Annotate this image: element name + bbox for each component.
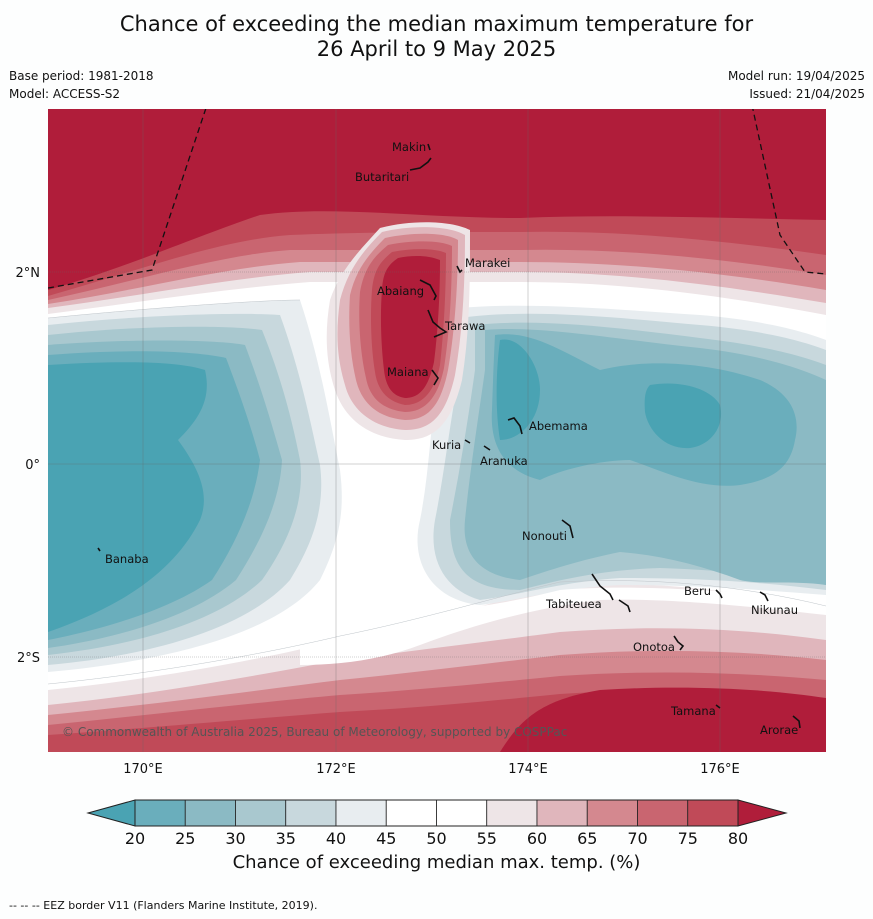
lat-label-2n: 2°N [16, 266, 41, 281]
colorbar-cell [285, 799, 337, 827]
colorbar-cell [335, 799, 387, 827]
colorbar-tick-label: 40 [326, 829, 346, 848]
lon-label-172: 172°E [316, 762, 356, 777]
colorbar-cell [184, 799, 236, 827]
colorbar-tick-label: 30 [225, 829, 245, 848]
place-abaiang: Abaiang [377, 284, 424, 298]
colorbar-tick-label: 60 [527, 829, 547, 848]
colorbar-tick-label: 80 [728, 829, 748, 848]
place-arorae: Arorae [760, 723, 798, 737]
place-kuria: Kuria [432, 438, 461, 452]
lat-label-2s: 2°S [17, 651, 40, 666]
chart-title: Chance of exceeding the median maximum t… [0, 12, 873, 62]
place-beru: Beru [684, 584, 711, 598]
colorbar: 20 25 30 35 40 45 50 55 60 65 70 75 80 [86, 799, 788, 848]
colorbar-cell [436, 799, 488, 827]
place-butaritari: Butaritari [355, 170, 409, 184]
colorbar-cell [586, 799, 638, 827]
place-aranuka: Aranuka [480, 454, 528, 468]
place-nonouti: Nonouti [522, 529, 567, 543]
place-maiana: Maiana [387, 365, 429, 379]
place-marakei: Marakei [465, 256, 510, 270]
colorbar-frame [134, 799, 739, 827]
place-makin: Makin [392, 140, 426, 154]
colorbar-tick-label: 35 [276, 829, 296, 848]
lon-label-174: 174°E [508, 762, 548, 777]
lat-label-0: 0° [25, 458, 40, 473]
axis-labels: 170°E 172°E 174°E 176°E 2°N 0° 2°S [16, 266, 740, 777]
colorbar-cell [134, 799, 186, 827]
islands [97, 143, 801, 729]
place-nikunau: Nikunau [751, 603, 798, 617]
colorbar-tick-label: 55 [477, 829, 497, 848]
lon-label-176: 176°E [700, 762, 740, 777]
colorbar-cell [486, 799, 538, 827]
meta-right: Model run: 19/04/2025 Issued: 21/04/2025 [728, 67, 865, 103]
place-onotoa: Onotoa [633, 640, 675, 654]
colorbar-tick-label: 25 [175, 829, 195, 848]
colorbar-tick-label: 50 [426, 829, 446, 848]
colorbar-arrow-right [737, 799, 788, 827]
copyright-text: © Commonwealth of Australia 2025, Bureau… [62, 725, 567, 739]
model-name: Model: ACCESS-S2 [9, 87, 121, 101]
footer-note: -- -- -- EEZ border V11 (Flanders Marine… [9, 899, 318, 912]
colorbar-tick-label: 20 [125, 829, 145, 848]
colorbar-cell [385, 799, 437, 827]
place-tabiteuea: Tabiteuea [545, 597, 602, 611]
colorbar-cell [687, 799, 739, 827]
colorbar-tick-label: 45 [376, 829, 396, 848]
title-line-2: 26 April to 9 May 2025 [316, 37, 557, 61]
lon-label-170: 170°E [123, 762, 163, 777]
model-run: Model run: 19/04/2025 [727, 69, 865, 83]
place-tarawa: Tarawa [444, 319, 485, 333]
place-abemama: Abemama [529, 419, 588, 433]
colorbar-cell [235, 799, 287, 827]
colorbar-arrow-left [86, 799, 136, 827]
base-period: Base period: 1981-2018 [9, 69, 154, 83]
place-banaba: Banaba [105, 552, 149, 566]
title-line-1: Chance of exceeding the median maximum t… [119, 12, 754, 36]
colorbar-title: Chance of exceeding median max. temp. (%… [232, 852, 641, 873]
colorbar-tick-label: 65 [577, 829, 597, 848]
colorbar-cell [536, 799, 588, 827]
colorbar-cell [637, 799, 689, 827]
issued-date: Issued: 21/04/2025 [749, 87, 865, 101]
place-labels: Makin Butaritari Marakei Abaiang Tarawa … [105, 140, 798, 737]
meta-left: Base period: 1981-2018 Model: ACCESS-S2 [9, 67, 154, 103]
contour-field: Makin Butaritari Marakei Abaiang Tarawa … [48, 109, 826, 752]
place-tamana: Tamana [670, 704, 716, 718]
eez-border [48, 109, 826, 289]
colorbar-tick-label: 75 [678, 829, 698, 848]
grid-lines [48, 109, 826, 752]
colorbar-tick-label: 70 [627, 829, 647, 848]
